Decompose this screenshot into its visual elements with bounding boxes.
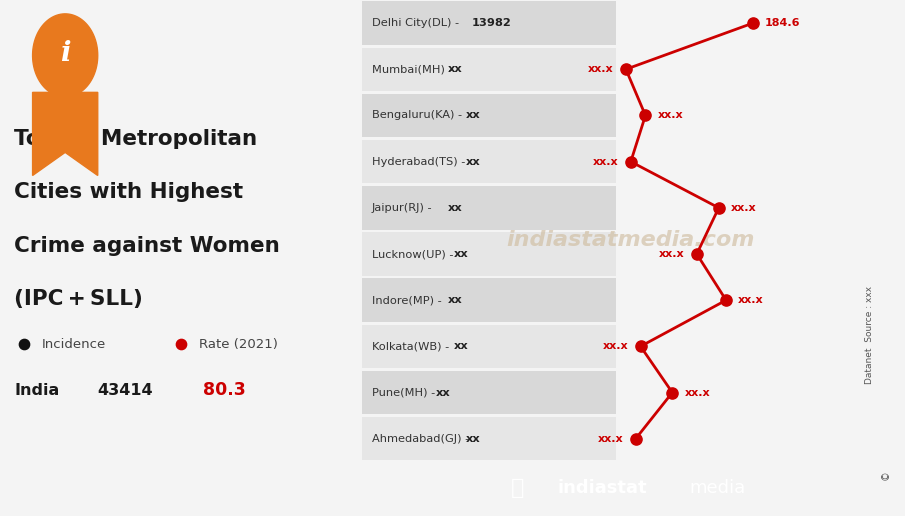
Text: xx.x: xx.x — [603, 342, 628, 351]
Text: Pune(MH) -: Pune(MH) - — [372, 388, 439, 397]
FancyBboxPatch shape — [362, 417, 616, 460]
Text: 43414: 43414 — [98, 383, 153, 398]
FancyBboxPatch shape — [362, 140, 616, 183]
Text: Bengaluru(KA) -: Bengaluru(KA) - — [372, 110, 465, 120]
Text: xx: xx — [448, 295, 462, 305]
Text: Mumbai(MH) -: Mumbai(MH) - — [372, 64, 456, 74]
Text: Jaipur(RJ) -: Jaipur(RJ) - — [372, 203, 436, 213]
Text: xx.x: xx.x — [731, 203, 757, 213]
Text: Hyderabad(TS) -: Hyderabad(TS) - — [372, 157, 469, 167]
Point — [619, 65, 634, 73]
Text: xx: xx — [448, 64, 462, 74]
Text: xx: xx — [454, 342, 469, 351]
Text: xx.x: xx.x — [684, 388, 710, 397]
Polygon shape — [33, 14, 98, 97]
FancyBboxPatch shape — [362, 279, 616, 322]
Text: Ahmedabad(GJ) -: Ahmedabad(GJ) - — [372, 434, 472, 444]
Point — [665, 389, 680, 397]
Point — [16, 340, 31, 348]
FancyBboxPatch shape — [362, 47, 616, 91]
Text: Datanet  Source : xxx: Datanet Source : xxx — [865, 286, 874, 384]
Text: xx: xx — [465, 434, 481, 444]
Text: xx: xx — [465, 110, 481, 120]
Text: Indore(MP) -: Indore(MP) - — [372, 295, 445, 305]
Polygon shape — [33, 92, 98, 175]
Text: ⓘ: ⓘ — [510, 478, 524, 498]
Text: ©: © — [881, 470, 891, 479]
Point — [690, 250, 704, 258]
Text: media: media — [689, 479, 746, 497]
FancyBboxPatch shape — [362, 232, 616, 276]
Text: Rate (2021): Rate (2021) — [199, 337, 278, 350]
Point — [638, 111, 653, 120]
FancyBboxPatch shape — [362, 2, 616, 45]
Point — [746, 19, 760, 27]
Text: 13982: 13982 — [472, 18, 511, 28]
Text: indiastatmedia.com: indiastatmedia.com — [507, 230, 755, 250]
FancyBboxPatch shape — [362, 325, 616, 368]
Point — [711, 204, 726, 212]
Text: xx.x: xx.x — [588, 64, 614, 74]
Point — [624, 157, 638, 166]
Point — [719, 296, 733, 304]
Text: xx.x: xx.x — [598, 434, 624, 444]
FancyBboxPatch shape — [362, 186, 616, 230]
Text: Kolkata(WB) -: Kolkata(WB) - — [372, 342, 452, 351]
Text: xx: xx — [448, 203, 462, 213]
Text: Delhi City(DL) -: Delhi City(DL) - — [372, 18, 462, 28]
Point — [174, 340, 188, 348]
FancyBboxPatch shape — [362, 94, 616, 137]
Text: 184.6: 184.6 — [766, 18, 801, 28]
Text: Crime against Women: Crime against Women — [14, 235, 281, 255]
Text: Incidence: Incidence — [42, 337, 106, 350]
Text: 80.3: 80.3 — [203, 381, 245, 399]
Text: indiastat: indiastat — [557, 479, 647, 497]
Text: xx: xx — [454, 249, 469, 259]
Text: (IPC + SLL): (IPC + SLL) — [14, 288, 143, 309]
Text: xx.x: xx.x — [593, 157, 619, 167]
Text: Top 10 Metropolitan: Top 10 Metropolitan — [14, 130, 258, 149]
Text: xx.x: xx.x — [738, 295, 764, 305]
Text: i: i — [60, 40, 71, 67]
Point — [634, 342, 648, 350]
Text: xx: xx — [465, 157, 481, 167]
Text: xx.x: xx.x — [659, 249, 684, 259]
Text: Cities with Highest: Cities with Highest — [14, 183, 243, 202]
Text: India: India — [14, 383, 60, 398]
Point — [628, 434, 643, 443]
Text: xx: xx — [436, 388, 451, 397]
Text: Lucknow(UP) -: Lucknow(UP) - — [372, 249, 457, 259]
FancyBboxPatch shape — [362, 371, 616, 414]
Text: xx.x: xx.x — [658, 110, 683, 120]
